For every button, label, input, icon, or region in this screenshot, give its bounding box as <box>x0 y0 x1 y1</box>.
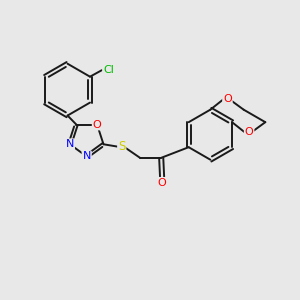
Text: S: S <box>118 140 125 153</box>
Text: N: N <box>66 139 74 149</box>
Text: Cl: Cl <box>103 64 114 75</box>
Text: O: O <box>245 128 254 137</box>
Text: N: N <box>82 152 91 161</box>
Text: O: O <box>223 94 232 104</box>
Text: O: O <box>158 178 167 188</box>
Text: O: O <box>93 119 101 130</box>
